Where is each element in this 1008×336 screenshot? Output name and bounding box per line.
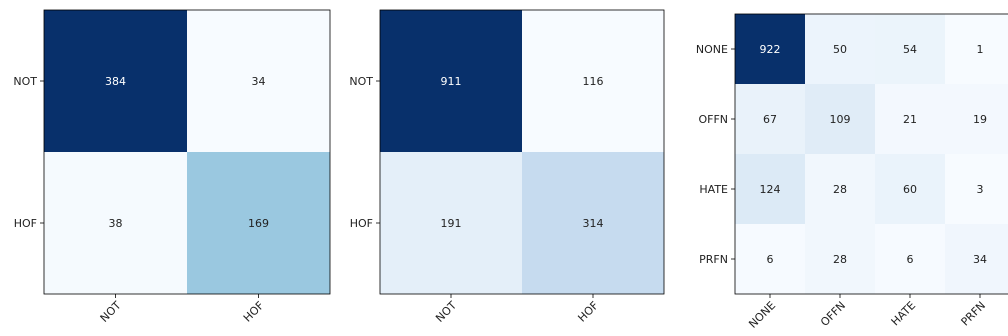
- x-tick-label: NOT: [98, 299, 124, 325]
- cell-value-label: 314: [583, 217, 604, 230]
- cell-value-label: 50: [833, 43, 847, 56]
- cell-value-label: 54: [903, 43, 917, 56]
- heatmap-cell: [945, 154, 1008, 224]
- cell-value-label: 60: [903, 183, 917, 196]
- x-tick-label: PRFN: [959, 299, 989, 329]
- heatmap-cell: [875, 14, 945, 84]
- confusion-matrix-2: 911 116 191 314 NOT HOF NOT HOF: [349, 9, 665, 325]
- heatmap-cell: [875, 224, 945, 294]
- confusion-matrix-1: 384 34 38 169 NOT HOF NOT HOF: [13, 9, 331, 325]
- heatmap-cell: [380, 152, 522, 294]
- heatmap-cell: [735, 154, 805, 224]
- plot-frame: [379, 9, 665, 295]
- cell-value-label: 28: [833, 183, 847, 196]
- heatmap-cell: [522, 10, 664, 152]
- y-tick-label: OFFN: [698, 113, 728, 126]
- heatmap-cell: [187, 10, 330, 152]
- x-tick-label: HATE: [889, 299, 918, 328]
- y-tick-label: PRFN: [699, 253, 728, 266]
- cell-value-label: 34: [252, 75, 266, 88]
- cell-value-label: 109: [830, 113, 851, 126]
- heatmap-cell: [380, 10, 522, 152]
- x-tick-label: NOT: [433, 299, 459, 325]
- cell-value-label: 38: [109, 217, 123, 230]
- cell-value-label: 3: [977, 183, 984, 196]
- y-tick-label: NOT: [349, 75, 373, 88]
- heatmap-cell: [805, 224, 875, 294]
- plot-frame: [43, 9, 331, 295]
- heatmap-cell: [735, 14, 805, 84]
- cell-value-label: 34: [973, 253, 987, 266]
- cell-value-label: 67: [763, 113, 777, 126]
- y-tick-label: HOF: [350, 217, 373, 230]
- heatmap-cell: [522, 152, 664, 294]
- x-tick-label: HOF: [575, 299, 601, 325]
- confusion-matrix-3: 922 50 54 1 67 109 21 19 124 28 60 3 6 28 6 34 NONE OFFN H…: [696, 13, 1008, 331]
- x-tick-label: HOF: [241, 299, 267, 325]
- y-tick-label: HOF: [14, 217, 37, 230]
- heatmap-cell: [875, 84, 945, 154]
- cell-value-label: 6: [767, 253, 774, 266]
- cell-value-label: 922: [760, 43, 781, 56]
- heatmap-cell: [945, 224, 1008, 294]
- cell-value-label: 191: [441, 217, 462, 230]
- y-tick-label: NONE: [696, 43, 728, 56]
- heatmap-cell: [805, 154, 875, 224]
- heatmap-cell: [735, 84, 805, 154]
- cell-value-label: 169: [248, 217, 269, 230]
- cell-value-label: 21: [903, 113, 917, 126]
- x-tick-label: OFFN: [818, 299, 848, 329]
- heatmap-cell: [805, 84, 875, 154]
- cell-value-label: 28: [833, 253, 847, 266]
- heatmap-cell: [945, 84, 1008, 154]
- heatmap-cell: [44, 10, 187, 152]
- cell-value-label: 1: [977, 43, 984, 56]
- cell-value-label: 384: [105, 75, 126, 88]
- heatmap-cell: [805, 14, 875, 84]
- y-tick-label: HATE: [699, 183, 728, 196]
- cell-value-label: 116: [583, 75, 604, 88]
- heatmap-cell: [44, 152, 187, 294]
- heatmap-cell: [945, 14, 1008, 84]
- heatmap-cell: [187, 152, 330, 294]
- y-tick-label: NOT: [13, 75, 37, 88]
- cell-value-label: 19: [973, 113, 987, 126]
- cell-value-label: 124: [760, 183, 781, 196]
- plot-frame: [734, 13, 1008, 295]
- heatmap-cell: [875, 154, 945, 224]
- cell-value-label: 911: [441, 75, 462, 88]
- x-tick-label: NONE: [746, 299, 778, 331]
- cell-value-label: 6: [907, 253, 914, 266]
- heatmap-cell: [735, 224, 805, 294]
